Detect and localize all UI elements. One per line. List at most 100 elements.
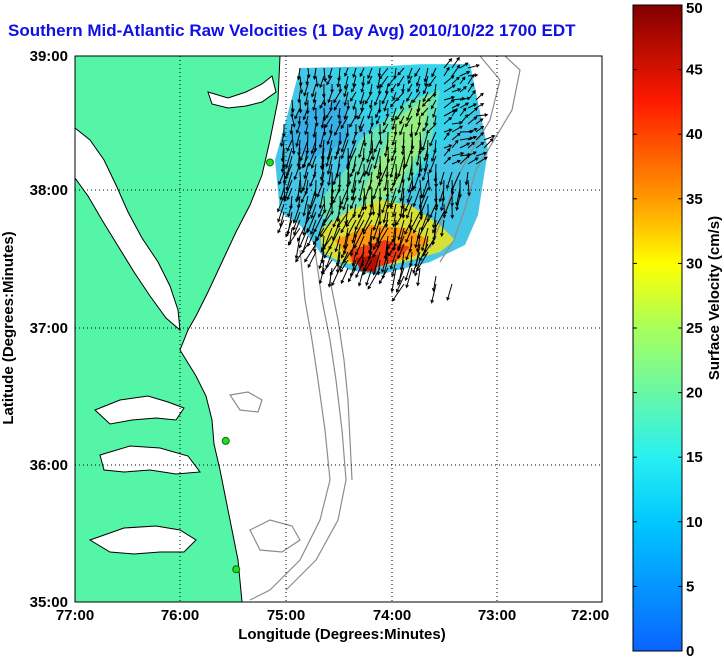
velocity-arrow [475, 113, 489, 117]
velocity-arrow [309, 171, 317, 188]
velocity-arrow [407, 75, 413, 85]
velocity-arrow [389, 251, 397, 270]
velocity-arrow [304, 115, 309, 126]
velocity-arrow [451, 152, 465, 157]
colorbar-tick-label: 10 [686, 514, 703, 531]
velocity-arrow [322, 91, 327, 107]
velocity-arrow [295, 123, 301, 134]
velocity-arrow [443, 147, 451, 157]
velocity-arrow [378, 227, 389, 245]
velocity-arrow [358, 139, 365, 159]
velocity-arrow [420, 227, 429, 252]
velocity-arrow [397, 235, 405, 252]
velocity-arrow [327, 267, 333, 288]
velocity-arrow [419, 203, 423, 221]
velocity-arrow [325, 147, 333, 168]
velocity-arrow [404, 259, 413, 282]
velocity-arrow [467, 127, 478, 133]
velocity-arrow [360, 83, 365, 93]
velocity-arrow [467, 135, 478, 141]
velocity-arrow [376, 163, 381, 180]
colorbar-label: Surface Velocity (cm/s) [706, 216, 723, 380]
velocity-arrow [310, 203, 317, 219]
velocity-arrow [367, 163, 373, 177]
velocity-arrow [382, 203, 389, 224]
velocity-arrow [350, 171, 357, 194]
velocity-arrow [323, 67, 327, 83]
velocity-arrow [297, 115, 302, 126]
velocity-arrow [318, 267, 325, 285]
velocity-arrow [405, 203, 413, 219]
velocity-arrow [373, 139, 381, 153]
velocity-arrow [334, 123, 341, 136]
velocity-arrow [355, 259, 365, 279]
velocity-arrow [439, 195, 445, 212]
velocity-arrow [415, 107, 421, 117]
velocity-arrow [405, 115, 413, 128]
velocity-arrow [333, 99, 341, 111]
velocity-arrow [338, 83, 343, 94]
velocity-arrow [483, 138, 494, 149]
velocity-arrow [336, 75, 341, 88]
velocity-arrow [368, 123, 373, 135]
velocity-arrow [305, 75, 310, 86]
velocity-arrow [390, 195, 397, 209]
velocity-arrow [375, 107, 381, 119]
velocity-arrow [322, 195, 327, 214]
velocity-arrow [467, 107, 478, 117]
velocity-arrow [352, 75, 357, 88]
velocity-arrow [467, 141, 476, 149]
velocity-arrow [405, 243, 413, 261]
velocity-arrow [346, 99, 351, 111]
velocity-arrow [443, 144, 453, 149]
velocity-arrow [316, 179, 325, 198]
velocity-arrow [333, 91, 341, 104]
velocity-arrow [415, 75, 421, 87]
velocity-arrow [352, 99, 357, 111]
velocity-arrow [442, 203, 447, 219]
colorbar-tick-label: 30 [686, 255, 703, 272]
velocity-arrow [397, 75, 405, 87]
velocity-arrow [412, 91, 421, 104]
velocity-arrow [391, 211, 397, 228]
velocity-arrow [304, 243, 317, 263]
velocity-arrow [394, 163, 399, 181]
velocity-arrow [390, 83, 397, 93]
velocity-arrow [432, 211, 437, 229]
velocity-arrow [331, 267, 341, 287]
velocity-arrow [371, 195, 376, 216]
velocity-arrow [329, 123, 333, 135]
velocity-arrow [327, 91, 333, 104]
velocity-arrow [277, 195, 285, 213]
velocity-arrow [320, 115, 325, 129]
velocity-arrow [372, 179, 381, 200]
velocity-arrow [451, 76, 460, 85]
velocity-arrow [294, 235, 301, 260]
velocity-arrow [352, 67, 357, 78]
velocity-arrow [443, 131, 450, 141]
velocity-arrow [318, 187, 325, 210]
velocity-arrow [320, 219, 333, 238]
velocity-arrow [372, 211, 381, 231]
velocity-arrow [280, 155, 285, 174]
velocity-vectors [277, 56, 496, 304]
velocity-arrow [451, 107, 458, 117]
velocity-arrow [406, 91, 413, 102]
velocity-arrow [347, 267, 357, 283]
velocity-arrow [414, 227, 421, 249]
velocity-arrow [348, 139, 357, 160]
velocity-arrow [399, 123, 405, 136]
velocity-arrow [334, 235, 341, 253]
velocity-arrow [382, 123, 389, 134]
velocity-arrow [332, 187, 341, 204]
velocity-arrow [294, 107, 301, 120]
x-tick-label: 76:00 [161, 607, 199, 624]
velocity-arrow [397, 243, 405, 260]
velocity-arrow [381, 195, 389, 214]
velocity-arrow [408, 99, 413, 109]
x-axis-label: Longitude (Degrees:Minutes) [238, 626, 446, 643]
velocity-arrow [443, 58, 453, 69]
velocity-arrow [422, 123, 429, 132]
velocity-arrow [366, 147, 373, 163]
